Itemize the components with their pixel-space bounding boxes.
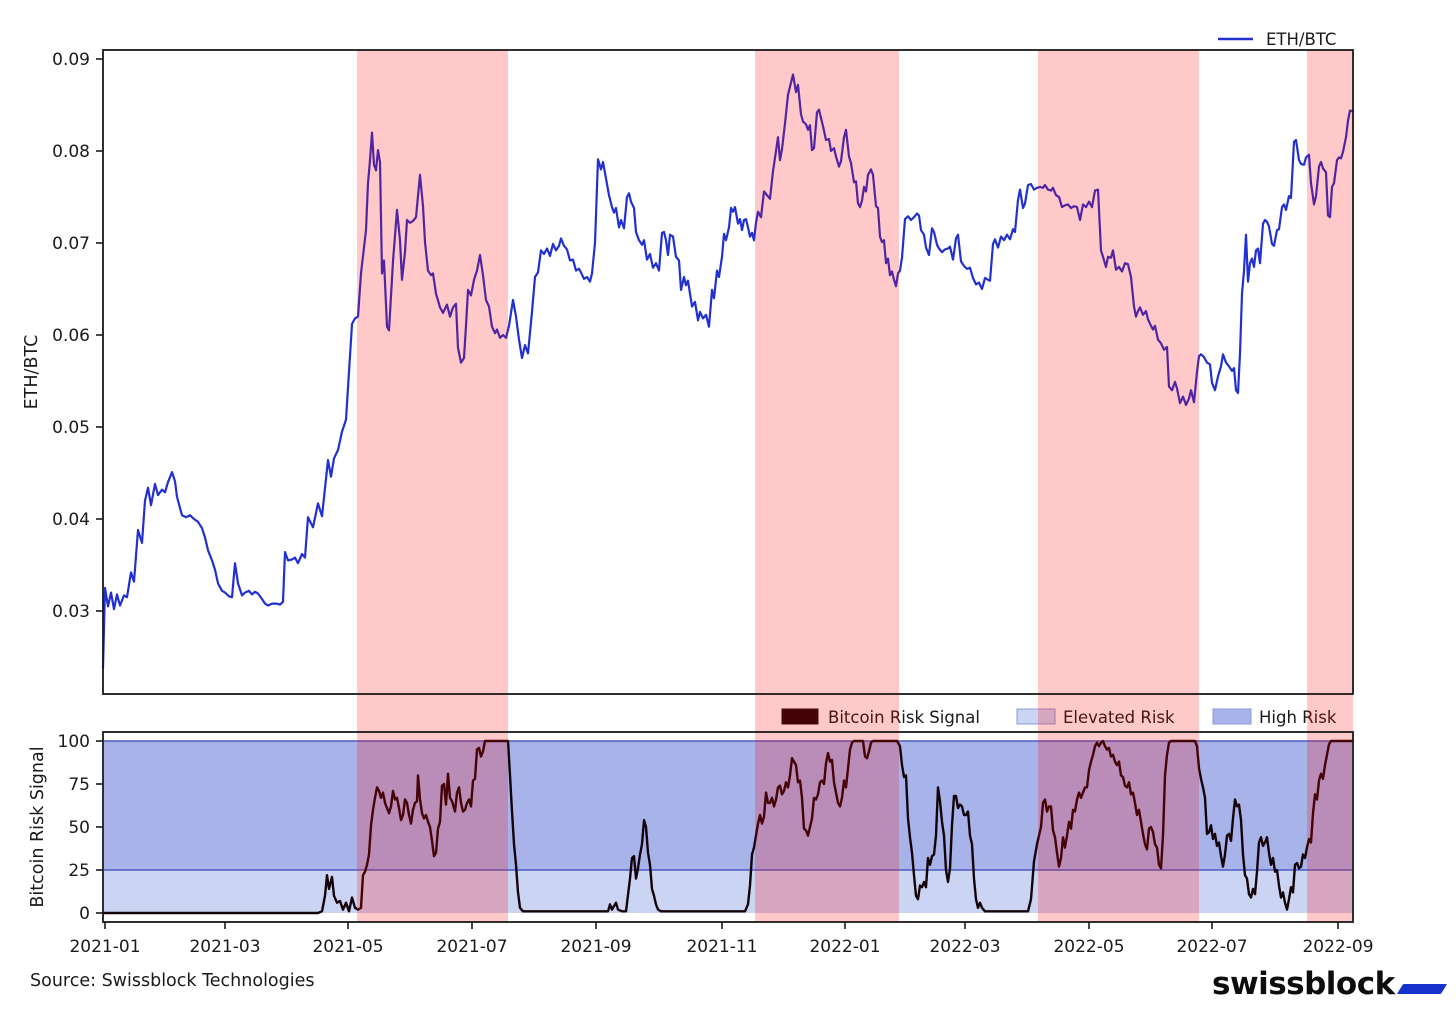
risk-period-spans-layer <box>357 50 1353 922</box>
top-legend: ETH/BTC <box>1218 30 1336 49</box>
x-tick-label: 2021-07 <box>436 937 507 957</box>
top-y-axis-title: ETH/BTC <box>22 335 42 410</box>
bitcoin-risk-signal-line <box>101 739 1355 915</box>
high-risk-legend-label: High Risk <box>1259 708 1337 727</box>
band-high-risk <box>104 741 1352 870</box>
y-tick-label: 50 <box>68 818 90 838</box>
eth-btc-legend-label: ETH/BTC <box>1266 30 1336 49</box>
brand-mark-icon <box>1396 984 1448 994</box>
bitcoin-risk-signal-swatch <box>781 708 819 725</box>
elevated-risk-swatch <box>1016 708 1056 725</box>
x-tick-label: 2022-07 <box>1176 937 1247 957</box>
x-tick-label: 2022-05 <box>1053 937 1124 957</box>
x-tick-label: 2021-01 <box>69 937 140 957</box>
y-tick-label: 0.06 <box>52 326 90 346</box>
source-note: Source: Swissblock Technologies <box>30 971 315 991</box>
top-axes-frame <box>102 49 1354 695</box>
x-tick-label: 2022-01 <box>809 937 880 957</box>
y-tick-label: 0.03 <box>52 602 90 622</box>
y-tick-label: 25 <box>68 861 90 881</box>
eth-btc-line <box>101 73 1355 670</box>
y-tick-label: 0.09 <box>52 50 90 70</box>
y-tick-label: 75 <box>68 775 90 795</box>
brand-logo: swissblock <box>1212 966 1395 1002</box>
y-tick-label: 0.05 <box>52 418 90 438</box>
brand-wordmark: swissblock <box>1212 966 1395 1002</box>
bottom-legend: Bitcoin Risk Signal Elevated Risk High R… <box>781 708 1337 727</box>
y-tick-label: 0.08 <box>52 142 90 162</box>
y-tick-label: 0.07 <box>52 234 90 254</box>
x-tick-label: 2022-09 <box>1302 937 1373 957</box>
elevated-risk-legend-label: Elevated Risk <box>1063 708 1175 727</box>
axes-layer: 0.09 0.08 0.07 0.06 0.05 0.04 0.03 100 75 50 25 0 20… <box>22 49 1374 957</box>
y-tick-label: 0 <box>79 904 90 924</box>
x-tick-label: 2021-09 <box>560 937 631 957</box>
risk-period-span <box>357 50 508 922</box>
y-tick-label: 0.04 <box>52 510 90 530</box>
risk-period-span <box>1038 50 1199 922</box>
y-tick-label: 100 <box>58 732 90 752</box>
x-tick-label: 2021-05 <box>312 937 383 957</box>
x-tick-label: 2022-03 <box>929 937 1000 957</box>
tick-marks <box>96 58 1339 929</box>
x-tick-label: 2021-11 <box>686 937 757 957</box>
high-risk-swatch <box>1212 708 1252 725</box>
x-tick-label: 2021-03 <box>189 937 260 957</box>
risk-bands-layer <box>104 740 1352 913</box>
tick-labels: 0.09 0.08 0.07 0.06 0.05 0.04 0.03 100 75 50 25 0 20… <box>52 50 1373 957</box>
bottom-y-axis-title: Bitcoin Risk Signal <box>28 746 48 907</box>
risk-period-span <box>755 50 899 922</box>
band-elevated-risk <box>104 870 1352 913</box>
risk-period-span <box>1307 50 1353 922</box>
bitcoin-risk-signal-legend-label: Bitcoin Risk Signal <box>828 708 980 727</box>
